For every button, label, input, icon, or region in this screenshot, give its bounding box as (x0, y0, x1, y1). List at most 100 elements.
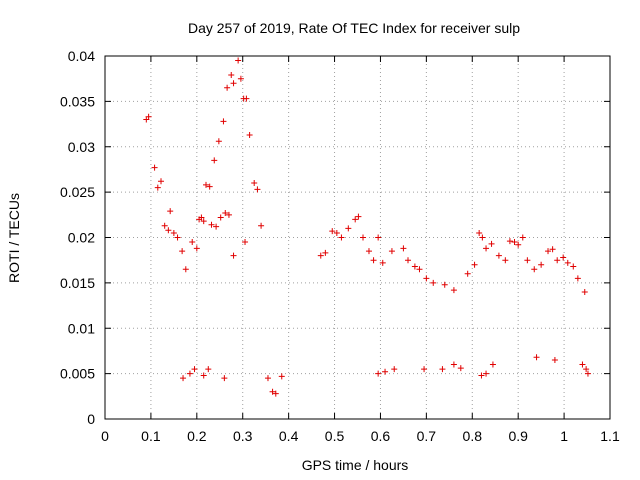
data-point (533, 354, 540, 361)
data-point (471, 261, 478, 268)
data-point (258, 222, 265, 229)
data-point (145, 113, 152, 120)
x-tick-label: 1.1 (600, 428, 620, 444)
data-point (230, 252, 237, 259)
data-point (489, 361, 496, 368)
data-point (254, 186, 261, 193)
data-point (246, 131, 253, 138)
data-point (193, 245, 200, 252)
data-point (476, 229, 483, 236)
data-point (200, 372, 207, 379)
data-point (174, 234, 181, 241)
y-tick-label: 0.01 (68, 320, 95, 336)
data-point (382, 368, 389, 375)
data-point (483, 245, 490, 252)
data-point (221, 375, 228, 382)
data-point (391, 366, 398, 373)
data-point (584, 370, 591, 377)
data-point (154, 184, 161, 191)
x-tick-label: 0.8 (463, 428, 483, 444)
data-point (345, 225, 352, 232)
data-point (151, 164, 158, 171)
data-point (242, 239, 249, 246)
data-point (400, 245, 407, 252)
y-axis-title: ROTI / TECUs (6, 193, 22, 283)
data-point (411, 263, 418, 270)
data-point (215, 138, 222, 145)
data-point (333, 229, 340, 236)
data-point (317, 252, 324, 259)
data-point (191, 366, 198, 373)
data-point (405, 257, 411, 264)
data-point (478, 372, 485, 379)
y-tick-label: 0.04 (68, 48, 95, 64)
data-point (551, 357, 558, 364)
data-point (464, 270, 471, 277)
data-point (370, 257, 377, 264)
data-point (189, 239, 196, 246)
y-tick-label: 0.025 (60, 184, 95, 200)
data-point (213, 223, 220, 230)
data-point (564, 259, 571, 266)
data-point (352, 216, 359, 223)
data-point (205, 366, 212, 373)
y-tick-labels: 0 0.005 0.01 0.015 0.02 0.025 0.03 0.035 0.04 (60, 48, 95, 427)
data-point (186, 370, 193, 377)
data-point (211, 157, 218, 164)
data-point (170, 229, 177, 236)
data-point (450, 361, 457, 368)
data-point (217, 214, 224, 221)
data-point (375, 370, 382, 377)
data-point (439, 366, 446, 373)
x-tick-labels: 0 0.1 0.2 0.3 0.4 0.5 0.6 0.7 0.8 0.9 1 1.1 (101, 428, 620, 444)
data-point (574, 275, 581, 282)
data-point (479, 234, 486, 241)
x-tick-label: 0.3 (233, 428, 253, 444)
data-point (524, 257, 531, 264)
data-point (269, 388, 276, 395)
grid-lines (105, 56, 610, 419)
y-tick-label: 0.035 (60, 93, 95, 109)
data-point (581, 288, 588, 295)
x-tick-label: 1 (560, 428, 568, 444)
x-tick-label: 0.2 (187, 428, 207, 444)
x-tick-label: 0.5 (325, 428, 345, 444)
x-tick-label: 0.9 (508, 428, 528, 444)
x-tick-label: 0.7 (417, 428, 437, 444)
y-tick-label: 0.015 (60, 275, 95, 291)
data-point (179, 248, 186, 255)
data-point (251, 180, 258, 187)
data-point (200, 218, 207, 225)
data-point (515, 241, 522, 248)
data-point (379, 259, 386, 266)
data-point (355, 213, 362, 220)
data-point (457, 365, 464, 372)
data-point (208, 221, 215, 228)
data-point (206, 183, 213, 190)
data-point (329, 228, 336, 235)
x-tick-label: 0.1 (141, 428, 161, 444)
data-point (450, 287, 457, 294)
data-point (338, 234, 345, 241)
x-tick-label: 0.4 (279, 428, 299, 444)
data-point (488, 240, 495, 247)
data-point (167, 208, 174, 215)
y-tick-label: 0.005 (60, 366, 95, 382)
data-point (511, 239, 518, 246)
data-point (161, 222, 168, 229)
data-point (441, 281, 448, 288)
data-point (230, 80, 237, 87)
data-point (531, 266, 538, 273)
axis-ticks (104, 55, 611, 420)
x-tick-label: 0.6 (371, 428, 391, 444)
data-point (506, 238, 513, 245)
data-point (182, 266, 189, 273)
data-point (225, 211, 232, 218)
data-point (228, 72, 235, 79)
data-point (365, 248, 372, 255)
data-point (423, 275, 430, 282)
x-axis-title: GPS time / hours (302, 457, 409, 473)
data-point (502, 257, 509, 264)
data-point (375, 234, 382, 241)
data-point (549, 246, 556, 253)
